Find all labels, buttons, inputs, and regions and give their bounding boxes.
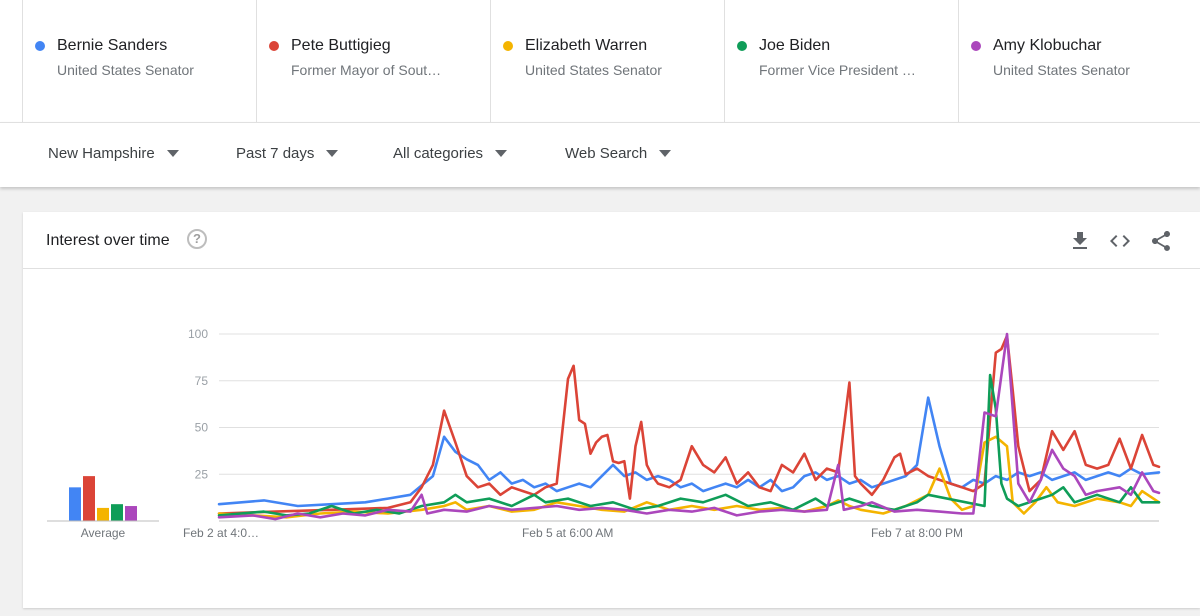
x-tick-label: Feb 5 at 6:00 AM [522,526,613,540]
series-color-dot [35,41,45,51]
y-tick-label: 50 [195,421,209,435]
series-line-joe-biden [217,373,1161,517]
series-color-dot [737,41,747,51]
average-bar-pete-buttigieg [83,476,95,521]
interest-over-time-chart: 100 75 50 25 Feb 2 at 4:0… Feb 5 at 6:00 AM Fe… [47,327,1161,540]
y-tick-label: 100 [188,327,208,341]
time-range-dropdown-label: Past 7 days [236,145,315,162]
average-bar-joe-biden [111,504,123,521]
category-dropdown-label: All categories [393,145,484,162]
term-subtitle: Former Vice President … [759,62,916,78]
caret-down-icon [659,150,672,157]
caret-down-icon [495,150,508,157]
term-name: Elizabeth Warren [525,37,648,54]
search-type-dropdown[interactable]: Web Search [565,145,672,162]
term-card-bernie-sanders[interactable]: Bernie Sanders United States Senator [22,0,256,122]
x-tick-label: Feb 2 at 4:0… [183,526,259,540]
term-name: Pete Buttigieg [291,37,391,54]
term-card-amy-klobuchar[interactable]: Amy Klobuchar United States Senator [958,0,1192,122]
category-dropdown[interactable]: All categories [393,145,508,162]
average-bar-elizabeth-warren [97,507,109,521]
term-name: Amy Klobuchar [993,37,1102,54]
term-subtitle: Former Mayor of Sout… [291,62,442,78]
term-name: Joe Biden [759,37,831,54]
series-color-dot [503,41,513,51]
region-dropdown[interactable]: New Hampshire [48,145,179,162]
term-card-pete-buttigieg[interactable]: Pete Buttigieg Former Mayor of Sout… [256,0,490,122]
caret-down-icon [326,150,339,157]
filter-bar: New Hampshire Past 7 days All categories… [0,122,1200,187]
term-card-elizabeth-warren[interactable]: Elizabeth Warren United States Senator [490,0,724,122]
time-range-dropdown[interactable]: Past 7 days [236,145,339,162]
series-line-pete-buttigieg [217,334,1161,515]
interest-over-time-card: Interest over time ? 100 75 50 25 Feb 2 at 4… [23,212,1200,608]
embed-code-icon[interactable] [1108,229,1132,253]
region-dropdown-label: New Hampshire [48,145,155,162]
share-icon[interactable] [1149,229,1173,253]
term-subtitle: United States Senator [57,62,194,78]
card-title: Interest over time [46,232,170,249]
series-line-amy-klobuchar [217,332,1161,521]
x-tick-label: Feb 7 at 8:00 PM [871,526,963,540]
y-tick-label: 25 [195,467,209,481]
series-line-bernie-sanders [217,396,1161,508]
card-header: Interest over time ? [23,212,1200,269]
average-bar-amy-klobuchar [125,506,137,521]
average-bar-bernie-sanders [69,487,81,521]
average-label: Average [81,526,126,540]
y-tick-label: 75 [195,374,209,388]
search-terms-bar: Bernie Sanders United States Senator Pet… [0,0,1200,122]
series-color-dot [269,41,279,51]
help-icon[interactable]: ? [187,229,207,249]
term-name: Bernie Sanders [57,37,168,54]
download-icon[interactable] [1068,229,1092,253]
search-type-dropdown-label: Web Search [565,145,648,162]
series-line-elizabeth-warren [217,435,1161,519]
term-card-joe-biden[interactable]: Joe Biden Former Vice President … [724,0,958,122]
caret-down-icon [166,150,179,157]
term-subtitle: United States Senator [993,62,1130,78]
term-subtitle: United States Senator [525,62,662,78]
series-color-dot [971,41,981,51]
